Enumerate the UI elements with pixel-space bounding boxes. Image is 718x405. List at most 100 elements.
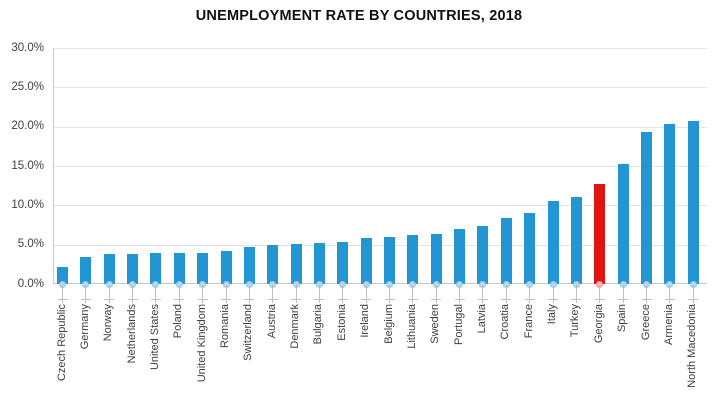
x-axis-label: Austria xyxy=(265,304,278,339)
bar xyxy=(664,123,676,284)
x-axis-tick-cap xyxy=(80,299,91,300)
x-axis-label: Lithuania xyxy=(405,304,418,349)
x-axis-label: Germany xyxy=(78,304,91,350)
bar xyxy=(454,228,466,284)
x-axis-label: Belgium xyxy=(382,304,395,344)
x-axis-tick xyxy=(482,285,484,303)
x-axis-tick-cap xyxy=(314,299,325,300)
bar-highlighted xyxy=(594,184,606,284)
x-axis-tick xyxy=(178,285,180,303)
x-axis-tick xyxy=(435,285,437,303)
bar xyxy=(407,235,419,284)
x-axis-tick-cap xyxy=(407,299,418,300)
x-axis-label: Sweden xyxy=(429,304,442,344)
gridline xyxy=(53,166,707,167)
bar xyxy=(313,243,325,284)
x-axis-tick-cap xyxy=(57,299,68,300)
bar xyxy=(80,257,92,284)
y-axis-label: 0.0% xyxy=(17,277,44,290)
gridline xyxy=(53,205,707,207)
bar xyxy=(220,250,232,284)
bar xyxy=(290,243,302,284)
x-axis-label: Ireland xyxy=(359,304,372,338)
x-axis-tick-cap xyxy=(641,299,652,300)
bar xyxy=(547,200,559,284)
y-axis-label: 15.0% xyxy=(11,159,44,172)
x-axis-label: Georgia xyxy=(592,304,605,344)
x-axis-label: Portugal xyxy=(452,304,465,345)
x-axis-tick-cap xyxy=(267,299,278,300)
x-axis-tick-cap xyxy=(524,299,535,300)
x-axis-tick-cap xyxy=(384,299,395,300)
x-axis-tick-cap xyxy=(337,299,348,300)
x-axis-tick-cap xyxy=(174,299,185,300)
bar xyxy=(384,236,396,284)
x-axis-label: United Kingdom xyxy=(195,304,208,383)
x-axis-label: Latvia xyxy=(475,304,488,334)
bar xyxy=(617,163,629,284)
x-axis-label: Netherlands xyxy=(125,304,138,364)
x-axis-tick-cap xyxy=(104,299,115,300)
x-axis-tick xyxy=(646,285,647,303)
gridline xyxy=(53,87,707,89)
x-axis-tick xyxy=(599,285,601,303)
bar xyxy=(687,121,699,284)
x-axis-tick xyxy=(669,285,671,303)
x-axis-tick xyxy=(295,285,297,303)
bar xyxy=(150,253,162,284)
x-axis-tick-cap xyxy=(221,299,232,300)
x-axis-tick-cap xyxy=(688,299,699,300)
x-axis-label: Czech Republic xyxy=(55,304,68,382)
x-axis-label: Croatia xyxy=(499,304,512,340)
bar xyxy=(57,266,68,284)
x-axis-label: Denmark xyxy=(289,304,302,349)
chart-title: UNEMPLOYMENT RATE BY COUNTRIES, 2018 xyxy=(195,8,523,24)
x-axis-tick-cap xyxy=(291,299,302,300)
x-axis-tick xyxy=(622,285,624,303)
x-axis-tick xyxy=(225,285,227,303)
x-axis-label: France xyxy=(522,304,535,339)
x-axis-tick xyxy=(62,285,63,303)
x-axis-label: Romania xyxy=(219,304,232,349)
x-axis-label: Estonia xyxy=(335,304,348,341)
x-axis-tick xyxy=(529,285,531,303)
x-axis-label: Greece xyxy=(639,304,652,341)
x-axis-tick-cap xyxy=(618,299,629,300)
bar xyxy=(360,238,372,284)
x-axis-tick-cap xyxy=(127,299,138,300)
x-axis-tick-cap xyxy=(477,299,488,300)
x-axis-tick xyxy=(202,285,204,303)
x-axis-label: North Macedonia xyxy=(686,304,699,388)
x-axis-tick xyxy=(155,285,157,303)
x-axis-tick xyxy=(575,285,577,303)
x-axis-tick xyxy=(108,285,110,303)
x-axis-tick xyxy=(365,285,367,303)
x-axis-tick-cap xyxy=(501,299,512,300)
bar xyxy=(267,245,279,284)
x-axis-tick xyxy=(85,285,87,303)
x-axis-tick xyxy=(318,285,320,303)
bar xyxy=(641,132,652,284)
x-axis-label: Poland xyxy=(172,304,185,339)
bar xyxy=(477,225,489,284)
bar xyxy=(524,213,536,284)
gridline xyxy=(53,126,707,128)
x-axis-label: Switzerland xyxy=(242,304,255,361)
gridline xyxy=(53,48,707,49)
x-axis-tick-cap xyxy=(361,299,372,300)
x-axis-tick xyxy=(389,285,391,303)
bar xyxy=(103,254,115,284)
x-axis-label: Armenia xyxy=(662,304,675,345)
x-axis-tick xyxy=(248,285,250,303)
bar xyxy=(337,241,349,284)
gridline xyxy=(53,244,707,246)
x-axis-tick-cap xyxy=(548,299,559,300)
y-axis-label: 20.0% xyxy=(11,120,44,133)
x-axis-tick xyxy=(505,285,507,303)
x-axis-tick xyxy=(412,285,414,303)
bar xyxy=(500,217,512,284)
bar xyxy=(570,197,582,284)
y-axis-label: 10.0% xyxy=(11,198,44,211)
bar xyxy=(243,247,255,284)
